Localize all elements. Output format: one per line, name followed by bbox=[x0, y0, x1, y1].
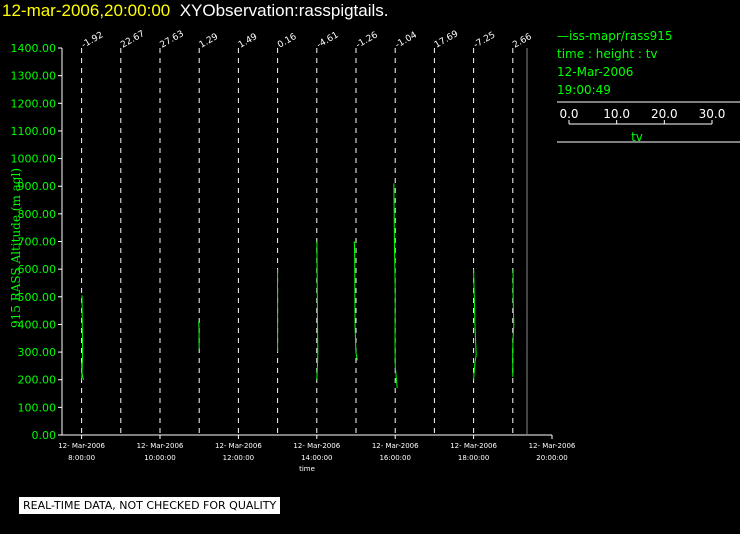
tv-scale-tick-label: 10.0 bbox=[603, 107, 630, 121]
x-tick-time: 12:00:00 bbox=[223, 454, 254, 462]
y-tick-label: 600.00 bbox=[18, 263, 57, 276]
profile-value-label: -7.25 bbox=[472, 30, 497, 50]
x-tick-time: 10:00:00 bbox=[144, 454, 175, 462]
x-tick-date: 12- Mar-2006 bbox=[293, 442, 340, 450]
x-axis-title: time bbox=[299, 465, 315, 473]
profile-value-label: 17.69 bbox=[433, 29, 461, 51]
x-tick-date: 12- Mar-2006 bbox=[372, 442, 419, 450]
y-tick-label: 300.00 bbox=[18, 346, 57, 359]
x-tick-time: 14:00:00 bbox=[301, 454, 332, 462]
legend-panel: —iss-mapr/rass915 time : height : tv 12-… bbox=[557, 29, 740, 101]
y-tick-label: 0.00 bbox=[32, 429, 57, 442]
profile-trace bbox=[512, 269, 515, 377]
y-tick-label: 1000.00 bbox=[11, 153, 57, 166]
profile-value-label: -1.92 bbox=[80, 30, 105, 50]
tv-scale-tick-label: 20.0 bbox=[651, 107, 678, 121]
profile-value-label: 27.63 bbox=[159, 29, 186, 51]
profile-trace bbox=[393, 183, 398, 389]
tv-scale-tick-label: 0.0 bbox=[559, 107, 578, 121]
y-tick-label: 700.00 bbox=[18, 236, 57, 249]
quality-notice: REAL-TIME DATA, NOT CHECKED FOR QUALITY bbox=[19, 497, 281, 514]
y-tick-label: 500.00 bbox=[18, 291, 57, 304]
header-observation: XYObservation:rasspigtails. bbox=[179, 1, 389, 20]
x-tick-date: 12- Mar-2006 bbox=[529, 442, 576, 450]
y-tick-label: 100.00 bbox=[18, 401, 57, 414]
profile-trace bbox=[473, 269, 477, 380]
y-tick-label: 400.00 bbox=[18, 318, 57, 331]
x-tick-time: 16:00:00 bbox=[379, 454, 410, 462]
y-tick-label: 1300.00 bbox=[11, 70, 57, 83]
x-tick-date: 12- Mar-2006 bbox=[137, 442, 184, 450]
legend-axes-desc: time : height : tv bbox=[557, 47, 658, 61]
profile-value-label: -1.04 bbox=[394, 30, 419, 50]
profile-value-label: -4.61 bbox=[315, 30, 340, 50]
legend-series-entry: —iss-mapr/rass915 bbox=[557, 29, 740, 47]
x-tick-time: 18:00:00 bbox=[458, 454, 489, 462]
y-axis-ticks: 0.00 100.00 200.00 300.00 400.00 500.00 600.00… bbox=[11, 42, 62, 442]
profile-time-lines bbox=[81, 48, 514, 435]
legend-time: 19:00:49 bbox=[557, 83, 611, 97]
profile-value-label: -1.26 bbox=[355, 30, 380, 50]
y-tick-label: 1400.00 bbox=[11, 42, 57, 55]
profile-series bbox=[81, 183, 515, 389]
y-tick-label: 200.00 bbox=[18, 374, 57, 387]
profile-value-label: 1.49 bbox=[237, 32, 260, 51]
x-tick-time: 8:00:00 bbox=[68, 454, 95, 462]
tv-scale: 0.0 10.0 20.0 30.0 tv bbox=[557, 101, 740, 144]
x-tick-date: 12- Mar-2006 bbox=[58, 442, 105, 450]
x-tick-date: 12- Mar-2006 bbox=[450, 442, 497, 450]
y-tick-label: 1100.00 bbox=[11, 125, 57, 138]
profile-trace bbox=[198, 321, 200, 350]
profile-value-label: 0.16 bbox=[276, 32, 299, 51]
profile-value-labels: -1.92 22.67 27.63 1.29 1.49 0.16 -4.61 -1.26 -1.… bbox=[80, 29, 534, 51]
x-axis-ticks: 12- Mar-2006 8:00:00 12- Mar-2006 10:00:00 1… bbox=[58, 435, 576, 462]
y-tick-label: 1200.00 bbox=[11, 97, 57, 110]
legend-date: 12-Mar-2006 bbox=[557, 65, 634, 79]
tv-scale-ticks: 0.0 10.0 20.0 30.0 bbox=[559, 107, 725, 124]
y-axis-title: 915 RASS Altitude (m agl) bbox=[9, 168, 23, 328]
profile-value-label: 1.29 bbox=[198, 32, 221, 51]
x-tick-date: 12- Mar-2006 bbox=[215, 442, 262, 450]
profile-value-label: 22.67 bbox=[119, 29, 146, 51]
y-tick-label: 800.00 bbox=[18, 208, 57, 221]
tv-scale-tick-label: 30.0 bbox=[699, 107, 726, 121]
chart-header: 12-mar-2006,20:00:00 XYObservation:rassp… bbox=[2, 1, 389, 21]
tv-scale-label: tv bbox=[631, 130, 643, 144]
profile-trace bbox=[353, 241, 358, 361]
legend-series-swatch: — bbox=[557, 29, 569, 43]
header-date-time: 12-mar-2006,20:00:00 bbox=[2, 1, 171, 20]
profile-trace bbox=[81, 295, 84, 380]
profile-value-label: 2.66 bbox=[511, 32, 534, 51]
y-tick-label: 900.00 bbox=[18, 180, 57, 193]
x-tick-time: 20:00:00 bbox=[536, 454, 567, 462]
legend-series-label: iss-mapr/rass915 bbox=[569, 29, 673, 43]
profile-trace bbox=[316, 241, 319, 380]
